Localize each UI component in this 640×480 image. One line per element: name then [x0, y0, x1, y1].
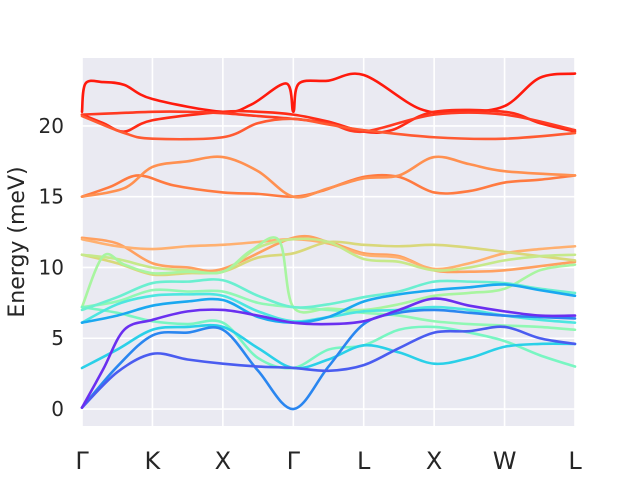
y-tick-label: 5 — [51, 326, 64, 350]
band-line-20 — [80, 297, 577, 409]
x-tick-label: W — [493, 447, 517, 475]
y-tick-label: 15 — [39, 185, 64, 209]
band-line-8 — [80, 237, 577, 271]
x-tick-label: Γ — [75, 447, 89, 475]
x-tick-label: L — [357, 447, 371, 475]
x-tick-label: K — [145, 447, 162, 475]
band-series — [80, 72, 577, 411]
x-tick-label: X — [426, 447, 442, 475]
y-tick-label: 10 — [39, 255, 64, 279]
band-line-16 — [80, 323, 577, 370]
band-line-14 — [80, 278, 577, 312]
band-line-10 — [80, 237, 577, 275]
band-line-2 — [80, 108, 577, 134]
band-line-17 — [80, 283, 577, 324]
y-tick-label: 0 — [51, 397, 64, 421]
band-line-6 — [80, 155, 577, 199]
band-line-18 — [80, 308, 577, 411]
band-line-4 — [80, 114, 577, 141]
band-line-12 — [80, 288, 577, 332]
band-line-13 — [80, 305, 577, 370]
x-tick-label: L — [568, 447, 582, 475]
y-axis-label: Energy (meV) — [5, 166, 30, 317]
band-line-19 — [80, 325, 577, 409]
x-tick-label: Γ — [287, 447, 301, 475]
y-tick-labels: 0 5 10 15 20 — [39, 114, 64, 421]
x-tick-label: X — [215, 447, 231, 475]
y-tick-label: 20 — [39, 114, 64, 138]
